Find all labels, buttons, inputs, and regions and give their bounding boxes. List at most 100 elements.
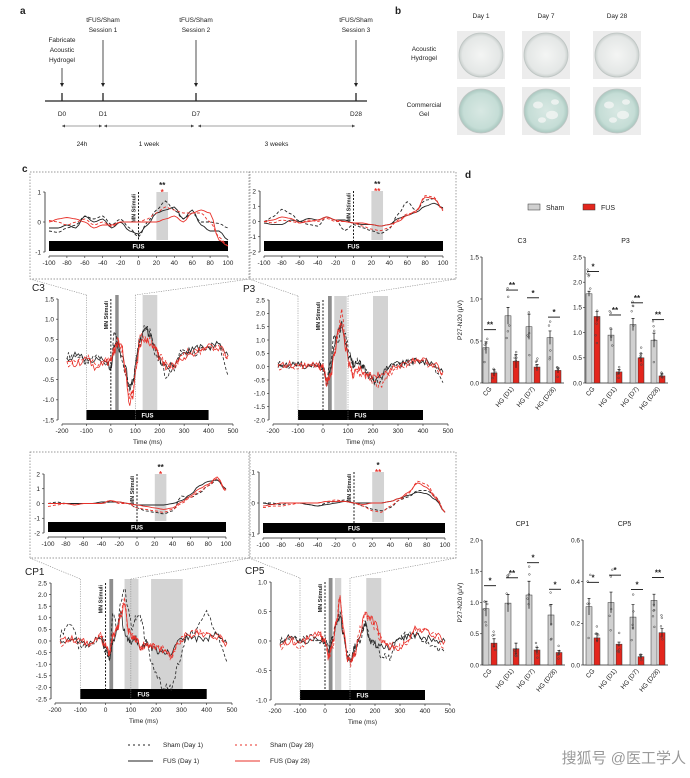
y-tick-label: 1.5 bbox=[470, 254, 479, 261]
panel-label-c: c bbox=[22, 164, 28, 175]
legend-swatch-fus bbox=[582, 203, 596, 211]
y-tick-label: 1.5 bbox=[45, 296, 54, 303]
arrow-head-icon bbox=[194, 83, 198, 87]
data-point bbox=[638, 356, 642, 360]
error-bar bbox=[652, 593, 656, 607]
x-axis-title: Time (ms) bbox=[133, 439, 162, 446]
data-point bbox=[639, 354, 642, 357]
erp-chart-cp1-inset: -2 -1 0 1 2 -100 -80 -60 -40 -20 0 20 40 60 80 100 FUS MN… bbox=[34, 463, 232, 548]
y-tick-label: 1.0 bbox=[470, 600, 479, 607]
data-point bbox=[617, 644, 620, 647]
channel-title: CP5 bbox=[245, 566, 265, 577]
timeline-event-label: Hydrogel bbox=[49, 57, 76, 64]
dried-patch bbox=[546, 110, 558, 120]
x-tick-label: -40 bbox=[98, 260, 108, 267]
trace-fus-d28 bbox=[263, 196, 444, 227]
data-point bbox=[527, 593, 531, 596]
data-point bbox=[492, 630, 495, 633]
data-point bbox=[651, 320, 655, 323]
zoom-connector bbox=[135, 278, 251, 296]
x-tick-label: 100 bbox=[221, 541, 232, 548]
data-point bbox=[507, 295, 510, 298]
data-point bbox=[557, 657, 560, 660]
data-point bbox=[660, 614, 663, 617]
data-point bbox=[549, 349, 552, 352]
data-point bbox=[514, 359, 518, 362]
legend-label-sham: Sham bbox=[546, 205, 564, 212]
category-label: HG (D1) bbox=[495, 386, 516, 409]
x-tick-label: -40 bbox=[313, 260, 323, 267]
x-tick-label: 300 bbox=[176, 707, 187, 714]
x-tick-label: -100 bbox=[42, 260, 55, 267]
error-bar bbox=[652, 332, 656, 348]
interval-label: 24h bbox=[77, 141, 88, 148]
y-tick-label: 0.0 bbox=[571, 662, 580, 669]
data-point bbox=[535, 364, 538, 367]
error-bar bbox=[609, 591, 613, 613]
x-tick-label: 0 bbox=[352, 542, 356, 549]
x-tick-label: -40 bbox=[313, 542, 323, 549]
y-tick-label: -2 bbox=[34, 530, 40, 537]
data-point bbox=[492, 372, 496, 375]
y-tick-label: 0.5 bbox=[38, 627, 47, 634]
significance-mark: * bbox=[635, 581, 639, 590]
legend-label-fus: FUS bbox=[601, 205, 615, 212]
channel-title: P3 bbox=[243, 284, 256, 295]
response-window-shade bbox=[372, 472, 385, 522]
y-tick-label: 1 bbox=[251, 469, 255, 476]
category-label: HG (D1) bbox=[495, 668, 516, 691]
significance-day1: ** bbox=[157, 463, 164, 472]
y-tick-label: 2.0 bbox=[470, 537, 479, 544]
mn-stimuli-label: MN Stimuli bbox=[318, 584, 324, 613]
y-tick-label: 0.0 bbox=[256, 364, 265, 371]
fus-stimulation-bar bbox=[86, 410, 209, 420]
y-tick-label: 2 bbox=[36, 471, 40, 478]
dried-patch bbox=[538, 117, 546, 123]
timeline-event-label: tFUS/Sham bbox=[86, 17, 120, 24]
x-tick-label: 500 bbox=[228, 428, 239, 435]
data-point bbox=[508, 324, 511, 327]
data-point bbox=[597, 317, 600, 320]
data-point bbox=[652, 603, 656, 606]
zoom-inset-frame bbox=[248, 171, 457, 280]
error-bar bbox=[492, 638, 496, 648]
data-point bbox=[595, 625, 599, 628]
category-label: CG bbox=[482, 386, 494, 398]
x-tick-label: 400 bbox=[201, 707, 212, 714]
timeline-event-label: Session 2 bbox=[182, 27, 211, 34]
bar-chart-title: C3 bbox=[518, 238, 527, 245]
x-tick-label: 0 bbox=[135, 541, 139, 548]
data-point bbox=[587, 274, 590, 278]
mn-stimuli-label: MN Stimuli bbox=[347, 474, 353, 503]
y-tick-label: -1.5 bbox=[43, 417, 55, 424]
timeline-event-label: Session 3 bbox=[342, 27, 371, 34]
trace-fus-d28 bbox=[48, 476, 227, 510]
zoom-connector bbox=[248, 557, 301, 579]
trace-sham-d28 bbox=[279, 595, 446, 668]
gel-dish bbox=[523, 88, 569, 134]
data-point bbox=[617, 376, 620, 380]
x-tick-label: 60 bbox=[405, 542, 413, 549]
fus-stimulation-bar bbox=[298, 410, 423, 420]
data-point bbox=[618, 648, 621, 651]
y-tick-label: 2 bbox=[252, 188, 256, 195]
data-point bbox=[631, 626, 635, 630]
y-tick-label: -1 bbox=[249, 531, 255, 538]
x-tick-label: 0 bbox=[321, 428, 325, 435]
x-tick-label: 40 bbox=[386, 260, 394, 267]
data-point bbox=[528, 353, 531, 357]
erp-chart-cp5-inset: -1 0 1 -100 -80 -60 -40 -20 0 20 40 60 80 100 FUS MN St… bbox=[249, 461, 451, 549]
data-point bbox=[653, 329, 656, 333]
data-point bbox=[535, 645, 539, 648]
bar-sham bbox=[607, 334, 615, 384]
erp-chart-p3: -2.0 -1.5 -1.0 -0.5 0.0 0.5 1.0 1.5 2.0 2.5 -200 -1… bbox=[243, 284, 454, 446]
y-tick-label: 1.0 bbox=[38, 615, 47, 622]
data-point bbox=[493, 633, 496, 637]
y-tick-label: -2 bbox=[250, 249, 256, 256]
data-point bbox=[609, 327, 612, 330]
fus-stimulation-bar bbox=[264, 241, 443, 251]
significance-mark: * bbox=[591, 263, 595, 272]
y-tick-label: 0.5 bbox=[256, 351, 265, 358]
fus-stimulation-bar bbox=[48, 522, 226, 532]
y-tick-label: 0.5 bbox=[45, 337, 54, 344]
